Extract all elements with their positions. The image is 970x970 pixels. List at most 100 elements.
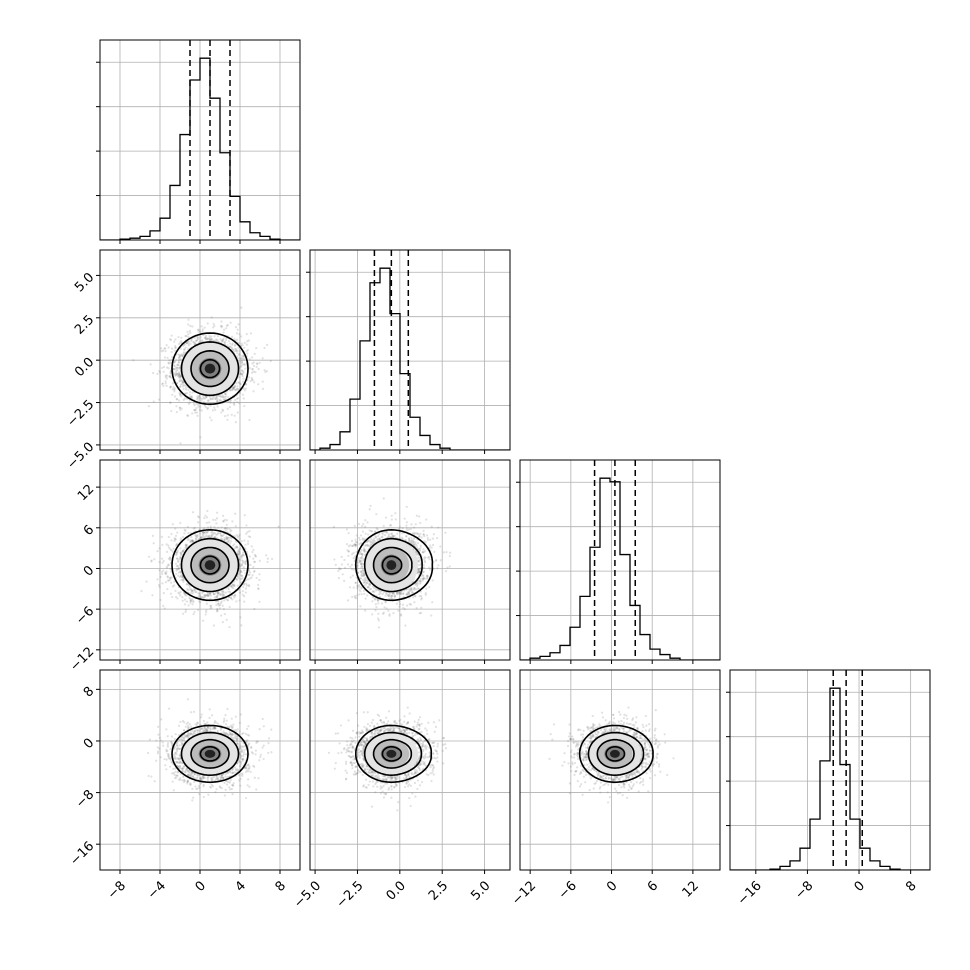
sample-point [179,537,183,540]
sample-point [415,582,418,586]
sample-point [174,346,177,349]
sample-point [241,359,244,362]
sample-point [247,376,251,379]
sample-point [183,348,186,351]
sample-point [175,543,178,546]
sample-point [233,337,236,340]
sample-point [261,357,264,360]
sample-point [158,585,161,588]
contour-line-1 [190,546,230,584]
sample-point [215,603,218,607]
sample-point [426,576,429,579]
sample-point [194,533,197,536]
sample-point [222,331,225,334]
sample-point [415,553,418,556]
sample-point [356,585,360,588]
sample-point [180,553,183,556]
sample-point [249,380,252,383]
sample-point [175,405,178,408]
sample-point [242,551,245,554]
sample-point [198,394,201,398]
sample-point [238,381,241,384]
contour-line-0 [199,555,221,575]
sample-point [167,546,171,549]
sample-point [252,557,255,560]
sample-point [173,349,176,352]
sample-point [245,532,248,535]
sample-point [227,587,230,591]
sample-point [219,593,222,597]
sample-point [194,411,197,414]
sample-point [227,537,230,540]
sample-point [221,620,224,624]
sample-point [237,577,240,580]
sample-point [411,591,414,594]
sample-point [248,584,251,588]
sample-point [418,579,422,582]
sample-point [175,572,178,575]
sample-point [233,403,236,406]
sample-point [179,375,182,378]
sample-point [234,385,237,388]
sample-point [206,594,209,597]
sample-point [257,587,260,590]
sample-point [266,560,269,564]
sample-point [177,374,180,378]
sample-point [249,535,252,539]
sample-point [158,569,161,572]
sample-point [212,322,215,326]
sample-point [152,400,155,403]
sample-point [401,532,404,535]
sample-point [225,537,229,540]
sample-point [177,353,180,356]
histogram-step [520,477,720,660]
sample-point [185,341,188,344]
sample-point [235,397,239,400]
sample-point [196,396,199,400]
contour-line-2 [180,537,240,593]
sample-point [188,586,191,589]
sample-point [205,610,208,614]
sample-point [189,395,192,398]
sample-point [160,535,163,538]
sample-point [233,414,236,417]
sample-point [208,395,212,398]
sample-point [183,593,187,596]
sample-point [204,406,207,409]
sample-point [189,342,192,345]
sample-point [235,348,238,351]
sample-point [229,342,232,345]
sample-point [206,591,209,594]
sample-point [179,347,182,350]
sample-point [221,590,225,593]
sample-point [177,560,180,564]
sample-point [208,335,211,338]
sample-point [238,551,241,554]
sample-point [371,530,374,533]
sample-point [240,555,243,558]
sample-point [169,558,172,561]
sample-point [170,532,173,536]
sample-point [227,536,230,539]
sample-point [211,531,214,534]
sample-point [232,387,235,391]
sample-point [173,365,176,368]
sample-point [176,543,179,546]
sample-point [250,376,253,380]
sample-point [217,604,220,607]
sample-point [170,358,173,361]
sample-point [257,367,260,371]
sample-point [253,352,256,355]
sample-point [191,603,194,606]
sample-point [239,372,242,375]
sample-point [173,372,176,376]
sample-point [363,548,367,551]
sample-point [204,531,207,534]
sample-point [179,547,182,550]
sample-point [212,326,215,329]
sample-point [201,329,204,333]
sample-point [200,536,203,539]
sample-point [159,575,162,579]
sample-point [215,396,218,399]
sample-point [235,533,239,537]
